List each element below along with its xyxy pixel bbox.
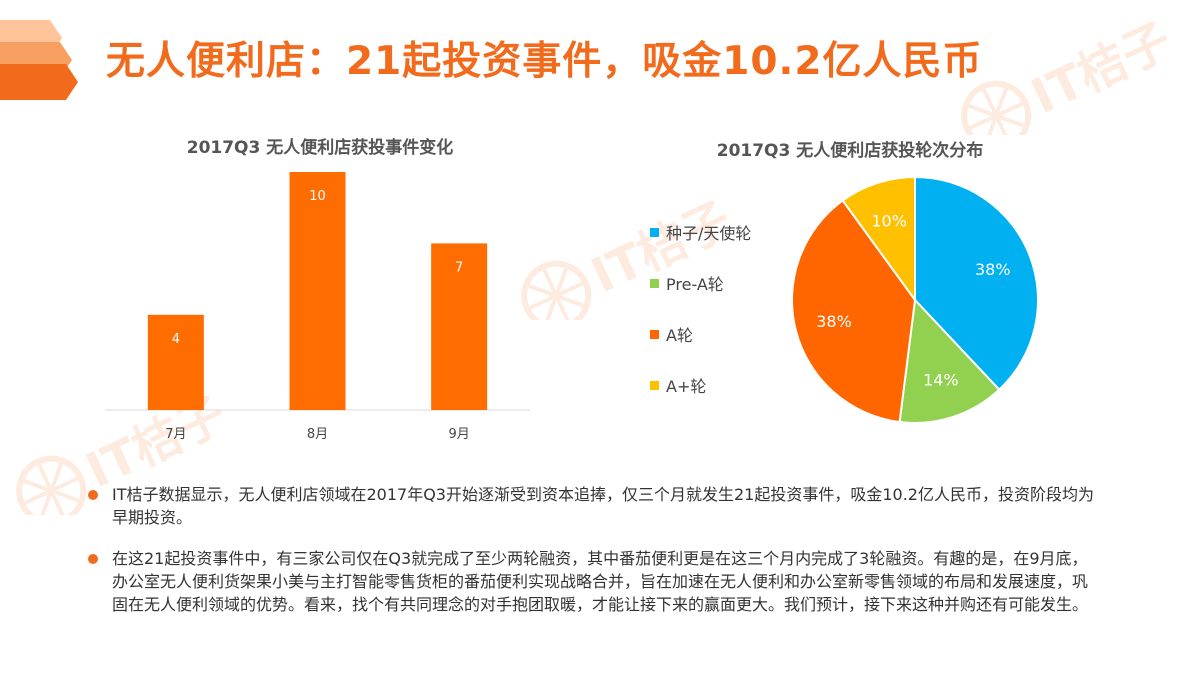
bullet-item: 在这21起投资事件中，有三家公司仅在Q3就完成了至少两轮融资，其中番茄便利更是在… — [88, 547, 1098, 616]
bullet-list: IT桔子数据显示，无人便利店领域在2017年Q3开始逐渐受到资本追捧，仅三个月就… — [88, 483, 1098, 634]
legend-label: A轮 — [666, 326, 693, 345]
legend-label: 种子/天使轮 — [666, 224, 752, 243]
pie-chart-title: 2017Q3 无人便利店获投轮次分布 — [716, 141, 984, 161]
legend-label: A+轮 — [666, 377, 707, 396]
pie-slice — [791, 199, 917, 424]
pie-slice — [914, 175, 1039, 392]
bar-value-label: 4 — [172, 332, 180, 347]
legend-swatch — [650, 278, 659, 288]
pie-value-label: 14% — [923, 371, 959, 390]
legend-item: A轮 — [650, 324, 751, 345]
x-tick-label: 8月 — [307, 427, 328, 442]
legend-item: 种子/天使轮 — [650, 222, 752, 243]
corner-logo — [0, 20, 78, 100]
pie-value-label: 10% — [871, 211, 907, 230]
x-tick-label: 7月 — [165, 427, 186, 442]
bullet-item: IT桔子数据显示，无人便利店领域在2017年Q3开始逐渐受到资本追捧，仅三个月就… — [88, 483, 1098, 529]
legend-swatch — [650, 380, 659, 390]
pie-slice — [898, 297, 1001, 424]
watermark-logo: IT桔子 — [961, 15, 1175, 135]
bullet-dot — [88, 490, 98, 500]
legend-swatch — [650, 329, 659, 339]
bullet-text: 在这21起投资事件中，有三家公司仅在Q3就完成了至少两轮融资，其中番茄便利更是在… — [112, 549, 1089, 614]
bar-chart-title: 2017Q3 无人便利店获投事件变化 — [186, 138, 454, 158]
pie-slice — [841, 175, 916, 304]
bar — [147, 314, 204, 410]
legend-label: Pre-A轮 — [666, 275, 724, 294]
legend-item: Pre-A轮 — [650, 273, 751, 294]
bullet-dot — [88, 554, 98, 564]
pie-legend: 种子/天使轮 Pre-A轮 A轮 A+轮 — [650, 222, 751, 426]
bar-value-label: 7 — [455, 260, 463, 275]
bar-chart: 4 7月 10 8月 7 9月 — [105, 172, 530, 442]
pie-value-label: 38% — [975, 260, 1011, 279]
x-tick-label: 9月 — [449, 427, 470, 442]
bar — [289, 172, 346, 410]
bar — [431, 243, 488, 410]
bullet-text: IT桔子数据显示，无人便利店领域在2017年Q3开始逐渐受到资本追捧，仅三个月就… — [112, 485, 1094, 527]
page-title: 无人便利店：21起投资事件，吸金10.2亿人民币 — [106, 39, 983, 84]
bar-value-label: 10 — [309, 189, 326, 204]
pie-value-label: 38% — [816, 312, 852, 331]
legend-item: A+轮 — [650, 375, 751, 396]
watermark-text: IT桔子 — [1023, 15, 1175, 125]
pie-chart: 38% 14% 38% 10% — [791, 175, 1039, 424]
legend-swatch — [650, 227, 659, 237]
